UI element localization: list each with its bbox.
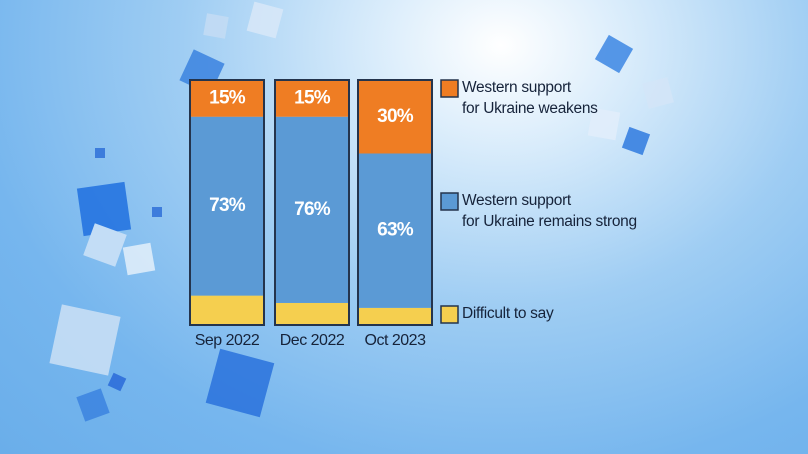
bar-segment [190,80,264,117]
bar-segment [358,80,432,154]
x-tick-label: Oct 2023 [365,332,427,349]
legend-swatch [440,305,459,324]
value-label: 73% [209,195,246,216]
bar-outline [274,79,350,326]
bar-segment [358,307,432,325]
bar-segment [358,153,432,308]
legend-swatch [440,192,459,211]
bar-segment [275,116,349,303]
bar-segment [190,116,264,296]
value-label: 63% [377,220,414,241]
bar-segment [190,295,264,325]
bar-outline [189,79,265,326]
legend-label: Western support for Ukraine weakens [462,79,598,117]
value-label: 15% [209,87,246,108]
bar-segment [275,302,349,325]
x-tick-label: Dec 2022 [280,332,345,349]
bar-segment [275,80,349,117]
x-tick-label: Sep 2022 [195,332,260,349]
value-label: 76% [294,199,331,220]
bar-outline [357,79,433,326]
value-label: 30% [377,106,414,127]
legend-swatch [440,79,459,98]
legend-label: Difficult to say [462,305,554,322]
legend-label: Western support for Ukraine remains stro… [462,192,637,230]
value-label: 15% [294,87,331,108]
